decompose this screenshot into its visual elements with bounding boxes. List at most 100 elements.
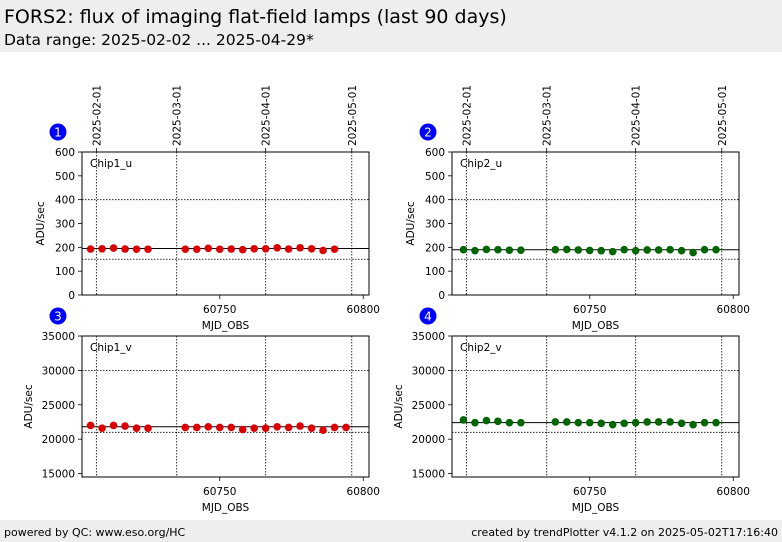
data-point	[494, 245, 502, 254]
data-point	[86, 421, 95, 430]
y-tick-label: 600	[55, 147, 75, 159]
y-tick-label: 15000	[412, 469, 445, 481]
data-point	[608, 420, 617, 429]
data-point	[227, 245, 236, 253]
page-title: FORS2: flux of imaging flat-field lamps …	[4, 6, 507, 28]
y-tick-label: 30000	[412, 365, 445, 377]
y-tick-label: 200	[55, 242, 75, 254]
data-point	[144, 424, 152, 432]
panel-number-marker	[419, 307, 437, 325]
axes-frame	[81, 335, 370, 478]
data-point	[677, 246, 686, 255]
data-point	[551, 245, 560, 254]
x-tick-label: 60800	[717, 304, 750, 316]
data-point	[597, 419, 606, 428]
y-tick-label: 300	[55, 219, 75, 231]
y-axis-label: ADU/sec	[393, 384, 405, 428]
y-tick-label: 200	[425, 242, 445, 254]
top-date-tick-label: 2025-03-01	[172, 85, 184, 146]
top-date-tick-label: 2025-05-01	[347, 85, 359, 146]
data-point	[238, 245, 247, 254]
data-point	[563, 245, 571, 254]
y-tick-label: 25000	[42, 400, 75, 412]
y-tick-label: 35000	[42, 331, 75, 343]
data-point	[494, 417, 502, 426]
footer-created-by: created by trendPlotter v4.1.2 on 2025-0…	[471, 526, 778, 539]
data-point	[517, 418, 525, 427]
data-point	[666, 418, 674, 426]
data-point	[250, 424, 258, 432]
y-axis-label: ADU/sec	[35, 201, 47, 245]
chart-panel-1: 2025-02-01 2025-03-01 2025-04-01 2025-05-01…	[35, 85, 380, 332]
data-point	[121, 422, 129, 430]
data-point	[330, 423, 339, 432]
data-point	[459, 416, 468, 424]
data-point	[238, 425, 247, 434]
data-point	[319, 246, 327, 255]
y-tick-label: 0	[68, 290, 75, 302]
data-point	[700, 245, 709, 254]
footer-bar: powered by QC: www.eso.org/HC created by…	[0, 520, 782, 542]
y-tick-label: 0	[438, 290, 445, 302]
data-point	[551, 418, 560, 426]
top-date-tick-label: 2025-04-01	[631, 85, 643, 146]
x-axis-label: MJD_OBS	[572, 502, 620, 514]
chart-panel-3: 15000 20000 25000 30000 35000 60750 60800 MJD_O…	[23, 307, 380, 514]
x-axis-label: MJD_OBS	[202, 320, 250, 332]
data-point	[620, 419, 628, 428]
data-point	[284, 423, 293, 432]
y-tick-label: 300	[425, 219, 445, 231]
data-point	[98, 424, 106, 432]
data-point	[144, 245, 152, 254]
panel-number-marker	[419, 123, 437, 141]
data-point	[563, 418, 571, 426]
data-point	[273, 244, 281, 252]
data-point	[319, 426, 327, 435]
y-tick-label: 30000	[42, 365, 75, 377]
data-point	[86, 245, 95, 253]
data-point	[712, 418, 720, 427]
data-point	[109, 421, 118, 430]
chart-panel-4: 15000 20000 25000 30000 35000 60750 60800 MJD_O…	[393, 307, 750, 514]
y-tick-label: 100	[425, 266, 445, 278]
x-tick-label: 60750	[203, 304, 236, 316]
data-point	[585, 418, 594, 427]
data-point	[654, 418, 663, 426]
y-axis-label: ADU/sec	[405, 201, 417, 245]
panel-number-label: 3	[54, 310, 62, 324]
data-point	[181, 245, 190, 254]
chip-label: Chip2_u	[460, 158, 502, 170]
data-point	[666, 245, 674, 254]
y-tick-label: 400	[55, 195, 75, 207]
panel-number-marker	[49, 123, 67, 141]
footer-powered-by: powered by QC: www.eso.org/HC	[4, 526, 186, 539]
data-point	[296, 244, 304, 252]
data-point	[654, 246, 663, 254]
y-tick-label: 100	[55, 266, 75, 278]
top-date-tick-label: 2025-05-01	[717, 85, 729, 146]
data-point	[631, 246, 640, 255]
top-date-tick-label: 2025-02-01	[91, 85, 103, 146]
data-point	[620, 245, 628, 254]
y-tick-label: 500	[425, 171, 445, 183]
x-tick-label: 60750	[573, 304, 606, 316]
data-point	[261, 424, 270, 432]
y-tick-label: 600	[425, 147, 445, 159]
axes-frame	[451, 151, 740, 296]
data-point	[132, 424, 141, 432]
data-point	[204, 422, 213, 431]
data-point	[712, 245, 720, 254]
data-point	[227, 423, 236, 432]
data-point	[307, 424, 316, 432]
data-point	[677, 419, 686, 428]
data-point	[132, 245, 141, 254]
data-point	[585, 246, 594, 255]
data-point	[98, 244, 106, 253]
panel-number-label: 2	[424, 126, 432, 140]
data-point	[574, 418, 583, 427]
panel-number-label: 4	[424, 310, 432, 324]
axes-frame	[451, 335, 740, 478]
y-tick-label: 20000	[42, 434, 75, 446]
x-tick-label: 60800	[347, 304, 380, 316]
data-point	[608, 247, 617, 256]
